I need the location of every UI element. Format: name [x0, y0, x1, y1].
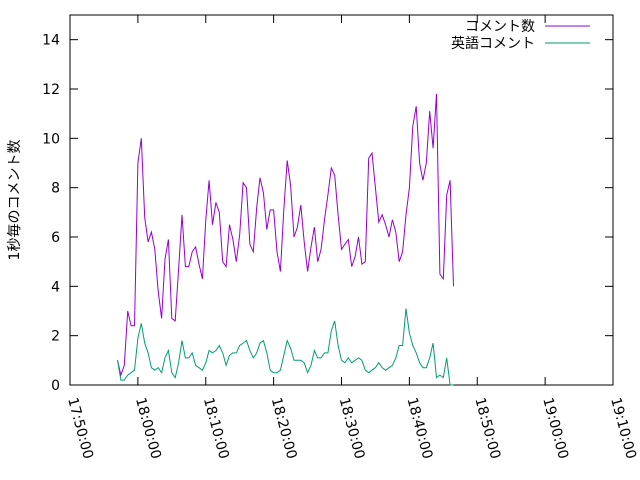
x-tick-label: 18:10:00 — [200, 396, 232, 461]
y-tick-label: 8 — [51, 181, 60, 197]
series-lines — [117, 93, 454, 386]
y-tick-label: 6 — [51, 230, 60, 246]
y-tick-label: 10 — [42, 131, 60, 147]
y-axis-label: 1秒毎のコメント数 — [7, 140, 23, 261]
x-tick-label: 18:40:00 — [404, 396, 436, 461]
x-tick-label: 17:50:00 — [64, 396, 96, 461]
plot-frame — [69, 14, 614, 386]
y-tick-label: 12 — [42, 82, 60, 98]
x-tick-label: 18:30:00 — [336, 396, 368, 461]
legend-label-1: コメント数 — [465, 19, 535, 35]
y-tick-label: 14 — [42, 33, 60, 49]
series-line-1 — [117, 93, 454, 377]
y-tick-label: 4 — [51, 279, 60, 295]
x-tick-label: 19:10:00 — [607, 396, 639, 461]
x-tick-label: 18:50:00 — [471, 396, 503, 461]
y-tick-label: 2 — [51, 329, 60, 345]
y-tick-label: 0 — [51, 378, 60, 394]
series-line-2 — [117, 308, 454, 386]
x-tick-label: 18:20:00 — [268, 396, 300, 461]
x-tick-label: 19:00:00 — [539, 396, 571, 461]
legend-label-2: 英語コメント — [451, 35, 535, 52]
x-tick-label: 18:00:00 — [132, 396, 164, 461]
